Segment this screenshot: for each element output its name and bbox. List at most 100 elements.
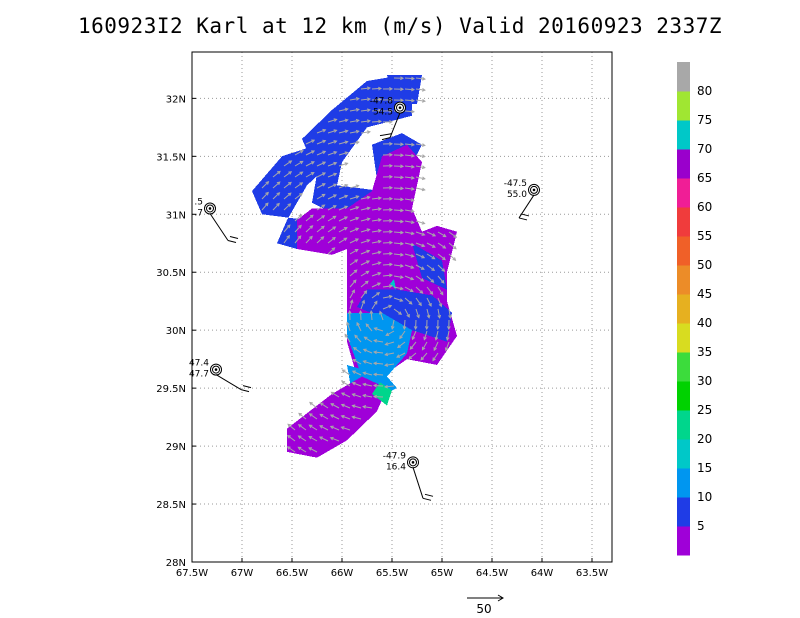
wind-vector: [404, 87, 416, 92]
wind-vector: [283, 224, 291, 233]
wind-vector: [327, 247, 336, 255]
wind-vector: [340, 403, 351, 409]
wind-vector: [297, 446, 307, 453]
wind-vector: [286, 446, 296, 453]
wind-speed-region: [252, 144, 332, 250]
wind-vector: [393, 186, 405, 191]
longitude-labels: 67.5W 67W 66.5W 66W 65.5W 65W 64.5W 64W 63.5W: [176, 558, 608, 579]
wind-vector: [365, 323, 373, 332]
lon-tick-label: 66W: [331, 568, 354, 579]
wind-vector: [297, 424, 307, 431]
wind-vector: [349, 216, 360, 222]
wind-vector: [283, 203, 292, 211]
colorbar: 5 10 15 20 25 30 35 40 45 50 55 60 65 70 75 80: [677, 62, 712, 556]
wind-vector: [360, 217, 371, 222]
wind-vector: [424, 319, 429, 331]
wind-vector: [382, 141, 394, 146]
wind-vector: [305, 214, 314, 222]
wind-vector: [393, 241, 405, 246]
wind-vector: [404, 264, 415, 269]
wind-vector: [351, 381, 362, 387]
wind-vector: [349, 269, 358, 277]
wind-vector: [393, 197, 405, 202]
wind-vector: [371, 292, 381, 299]
wind-barb: [412, 467, 424, 499]
colorbar-segment: [677, 236, 690, 266]
wind-vector: [338, 227, 348, 233]
colorbar-label: 5: [697, 519, 705, 533]
wind-vector: [358, 309, 363, 321]
wind-vector: [309, 401, 318, 409]
wind-vector: [408, 352, 417, 360]
colorbar-label: 75: [697, 113, 712, 127]
wind-vector: [384, 352, 395, 357]
wind-vector: [316, 172, 327, 178]
wind-vector: [382, 251, 394, 256]
colorbar-label: 65: [697, 171, 712, 185]
wind-vector: [360, 260, 371, 266]
wind-vector: [413, 319, 418, 331]
station-pressure-label: .5: [194, 197, 203, 207]
wind-vector: [369, 310, 374, 321]
wind-vector: [316, 215, 326, 222]
wind-vector: [393, 153, 405, 158]
wind-vector: [434, 330, 439, 341]
wind-vector: [393, 76, 405, 81]
wind-vector: [318, 436, 329, 442]
colorbar-segment: [677, 497, 690, 527]
wind-vector: [360, 239, 371, 244]
colorbar-label: 40: [697, 316, 712, 330]
colorbar-segment: [677, 62, 690, 92]
wind-vector: [362, 405, 373, 409]
wind-vector: [426, 264, 436, 272]
colorbar-segment: [677, 178, 690, 208]
wind-vector: [411, 330, 417, 341]
wind-vector: [393, 87, 405, 92]
wind-vector: [360, 130, 371, 134]
wind-barb: [209, 213, 229, 241]
wind-vector: [415, 231, 426, 236]
wind-vector: [327, 118, 338, 123]
wind-barb: [215, 374, 242, 391]
wind-vector: [426, 253, 436, 260]
wind-vector: [371, 119, 383, 124]
chart-title: 160923I2 Karl at 12 km (m/s) Valid 20160…: [77, 14, 722, 38]
wind-vector: [448, 308, 452, 319]
wind-vector: [448, 231, 458, 238]
wind-vector: [298, 412, 307, 420]
wind-vector: [404, 220, 415, 225]
wind-vector: [379, 310, 384, 321]
wind-vector: [404, 98, 416, 103]
wind-vector: [404, 253, 415, 258]
wind-vector: [437, 297, 443, 308]
wind-vector: [382, 294, 393, 299]
wind-vector: [338, 162, 349, 167]
station-pressure-label: -47.9: [383, 451, 407, 461]
wind-speed-field: [252, 75, 457, 458]
wind-vector: [347, 309, 352, 321]
wind-vector: [371, 86, 383, 91]
wind-vector: [426, 286, 434, 295]
wind-vector: [338, 194, 349, 200]
wind-vector: [272, 202, 280, 211]
wind-vector: [415, 220, 426, 225]
wind-vector: [294, 192, 303, 200]
lon-tick-label: 65W: [431, 568, 454, 579]
wind-vector: [349, 195, 360, 200]
wind-vector: [404, 175, 415, 180]
wind-vector: [352, 359, 362, 365]
station-pressure-label: -47.5: [504, 179, 527, 189]
lat-tick-label: 28.5N: [156, 500, 186, 511]
lon-tick-label: 67.5W: [176, 568, 208, 579]
station-plot: -47.854.5: [370, 97, 406, 141]
wind-vector: [338, 205, 349, 211]
wind-vector: [372, 383, 384, 388]
wind-vector: [404, 209, 415, 213]
wind-vector: [371, 250, 382, 255]
colorbar-segment: [677, 410, 690, 440]
wind-vector: [397, 341, 406, 349]
wind-vector: [415, 253, 426, 259]
wind-vector: [396, 352, 406, 358]
wind-vector: [341, 381, 351, 387]
